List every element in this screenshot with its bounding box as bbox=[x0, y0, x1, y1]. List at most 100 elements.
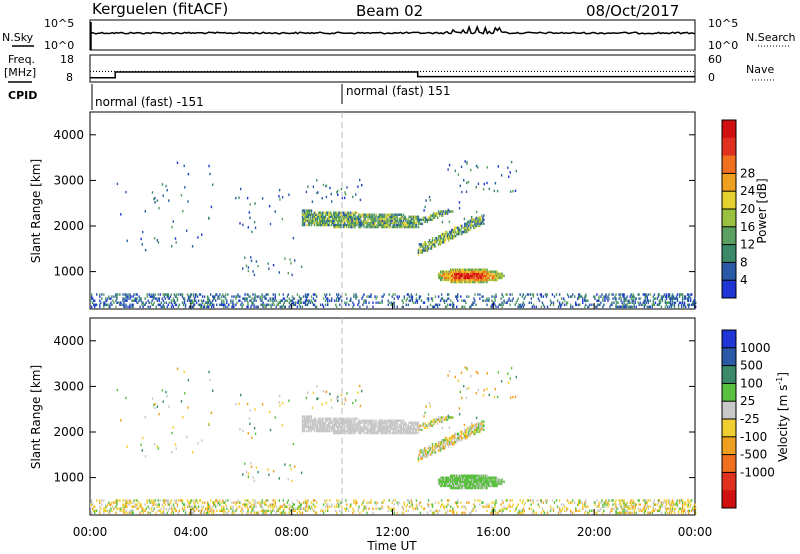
velocity-cell bbox=[377, 427, 379, 431]
power-cell bbox=[432, 212, 435, 215]
power-cell bbox=[425, 247, 428, 250]
power-cell bbox=[500, 297, 502, 300]
power-cell bbox=[582, 301, 584, 304]
velocity-cell bbox=[351, 427, 353, 431]
power-cell bbox=[488, 274, 490, 278]
power-cell bbox=[418, 220, 421, 224]
velocity-cell bbox=[386, 421, 388, 425]
velocity-cell bbox=[207, 505, 209, 508]
velocity-cell bbox=[307, 415, 310, 418]
power-cell bbox=[150, 293, 152, 296]
power-cell bbox=[321, 221, 324, 225]
velocity-cell bbox=[426, 424, 429, 427]
power-cell bbox=[288, 297, 291, 300]
velocity-cell bbox=[136, 503, 138, 506]
power-cell bbox=[437, 210, 440, 213]
velocity-cell bbox=[419, 455, 422, 458]
power-cell bbox=[167, 293, 170, 296]
power-cell bbox=[398, 217, 400, 221]
power-cell bbox=[363, 217, 365, 221]
velocity-cell bbox=[420, 451, 423, 454]
power-cell bbox=[448, 272, 450, 276]
velocity-cell bbox=[360, 427, 362, 431]
power-cell bbox=[399, 223, 402, 227]
velocity-cell bbox=[346, 421, 348, 425]
power-cell bbox=[339, 225, 341, 229]
power-cell bbox=[443, 272, 446, 276]
velocity-cell bbox=[416, 505, 419, 508]
velocity-cell bbox=[472, 509, 474, 513]
power-cell bbox=[187, 200, 189, 203]
power-cell bbox=[286, 299, 289, 302]
power-cell bbox=[354, 213, 356, 216]
velocity-cell bbox=[398, 425, 400, 429]
velocity-cell bbox=[683, 509, 686, 513]
velocity-cell bbox=[442, 441, 445, 444]
power-cell bbox=[377, 221, 379, 225]
velocity-cell bbox=[349, 431, 351, 435]
power-cell bbox=[304, 219, 307, 223]
power-cell bbox=[684, 295, 687, 298]
velocity-cell bbox=[694, 503, 696, 506]
power-cell bbox=[475, 210, 478, 214]
velocity-cell bbox=[246, 499, 248, 502]
velocity-cell bbox=[431, 503, 434, 506]
power-cell bbox=[471, 303, 473, 307]
velocity-cell bbox=[99, 509, 101, 513]
velocity-cell bbox=[485, 505, 487, 508]
power-cell bbox=[479, 278, 481, 282]
velocity-cell bbox=[246, 503, 248, 506]
velocity-cell bbox=[462, 511, 464, 515]
power-cell bbox=[208, 299, 210, 302]
power-cell bbox=[596, 299, 598, 302]
velocity-cell bbox=[90, 505, 92, 508]
power-cell bbox=[475, 218, 477, 221]
velocity-cell bbox=[398, 429, 400, 433]
velocity-cell bbox=[325, 429, 328, 433]
power-cell bbox=[553, 295, 556, 298]
power-cell bbox=[437, 239, 440, 242]
power-cell bbox=[439, 235, 442, 238]
power-cell bbox=[460, 165, 463, 169]
power-cell bbox=[426, 218, 429, 221]
velocity-cell bbox=[461, 511, 463, 515]
power-cell bbox=[494, 274, 496, 278]
velocity-cell bbox=[680, 499, 683, 502]
velocity-cell bbox=[390, 423, 392, 427]
velocity-cell bbox=[478, 422, 480, 425]
velocity-cell bbox=[192, 507, 195, 510]
power-cell bbox=[321, 303, 324, 307]
velocity-cell bbox=[411, 427, 414, 431]
velocity-cell bbox=[335, 419, 337, 422]
velocity-cell bbox=[301, 423, 304, 427]
velocity-cell bbox=[90, 503, 92, 506]
power-cell bbox=[359, 305, 361, 309]
power-cell bbox=[137, 301, 139, 304]
power-cell bbox=[401, 299, 404, 302]
power-cell bbox=[354, 225, 356, 229]
power-cell bbox=[474, 280, 476, 284]
power-cell bbox=[328, 219, 330, 223]
velocity-cell bbox=[444, 484, 447, 488]
velocity-cell bbox=[637, 507, 639, 510]
velocity-cell bbox=[149, 511, 151, 515]
power-cell bbox=[213, 303, 215, 307]
power-cell bbox=[208, 305, 210, 309]
power-cell bbox=[424, 245, 427, 248]
power-cell bbox=[100, 301, 102, 304]
power-cell bbox=[369, 215, 371, 219]
velocity-cell bbox=[354, 429, 356, 433]
power-cell bbox=[279, 301, 282, 304]
velocity-cell bbox=[318, 427, 321, 431]
power-cell bbox=[322, 221, 325, 225]
power-cell bbox=[188, 295, 191, 298]
power-cell bbox=[454, 226, 456, 230]
power-cell bbox=[461, 268, 463, 271]
velocity-cell bbox=[532, 509, 535, 513]
velocity-cell bbox=[321, 417, 324, 420]
velocity-cell bbox=[443, 505, 446, 508]
velocity-cell bbox=[315, 511, 318, 515]
velocity-cell bbox=[409, 431, 412, 435]
power-cell bbox=[377, 217, 379, 221]
power-cell bbox=[172, 297, 175, 300]
